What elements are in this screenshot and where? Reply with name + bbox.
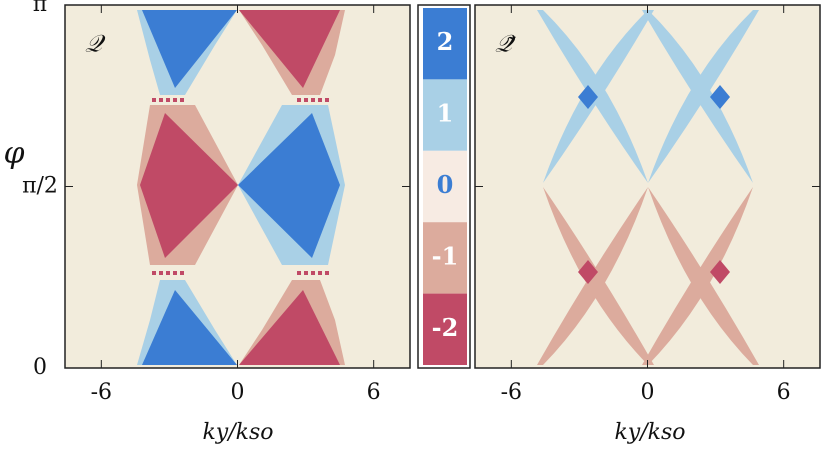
colorbar-cell [423, 222, 467, 294]
colorbar-cell [423, 79, 467, 151]
region [578, 85, 598, 109]
x-tick-label: 0 [641, 380, 655, 405]
region [239, 10, 340, 88]
x-tick-label: 0 [231, 380, 245, 405]
y-tick-label: π/2 [22, 174, 58, 199]
x-tick-label: -6 [91, 380, 112, 405]
colorbar-label: -1 [432, 241, 459, 270]
region [140, 113, 238, 258]
panel-label: 𝒬̃ [495, 30, 516, 58]
colorbar-label: -2 [432, 313, 459, 342]
colorbar-label: 1 [437, 99, 454, 128]
colorbar-cell [423, 8, 467, 80]
region [543, 187, 654, 365]
x-axis-label: ky/kso [202, 420, 273, 445]
region [710, 85, 730, 109]
plot-background [65, 5, 410, 368]
y-axis-label: φ [3, 136, 24, 171]
region [239, 290, 340, 365]
region [578, 260, 598, 284]
y-tick-label: π [33, 0, 47, 17]
x-tick-label: -6 [501, 380, 522, 405]
x-tick-label: 6 [777, 380, 791, 405]
colorbar-label: 2 [437, 27, 454, 56]
region [642, 10, 753, 183]
x-axis-label: ky/kso [614, 420, 685, 445]
region [238, 113, 340, 258]
region [142, 10, 237, 88]
y-tick-label: 0 [33, 355, 47, 380]
colorbar-label: 0 [437, 170, 454, 199]
colorbar-cell [423, 150, 467, 223]
plot-background [475, 5, 820, 368]
colorbar-cell [423, 293, 467, 365]
region [710, 260, 730, 284]
region [642, 187, 753, 365]
region [142, 290, 237, 365]
panel-label: 𝒬 [85, 30, 106, 58]
region [543, 10, 654, 183]
x-tick-label: 6 [367, 380, 381, 405]
